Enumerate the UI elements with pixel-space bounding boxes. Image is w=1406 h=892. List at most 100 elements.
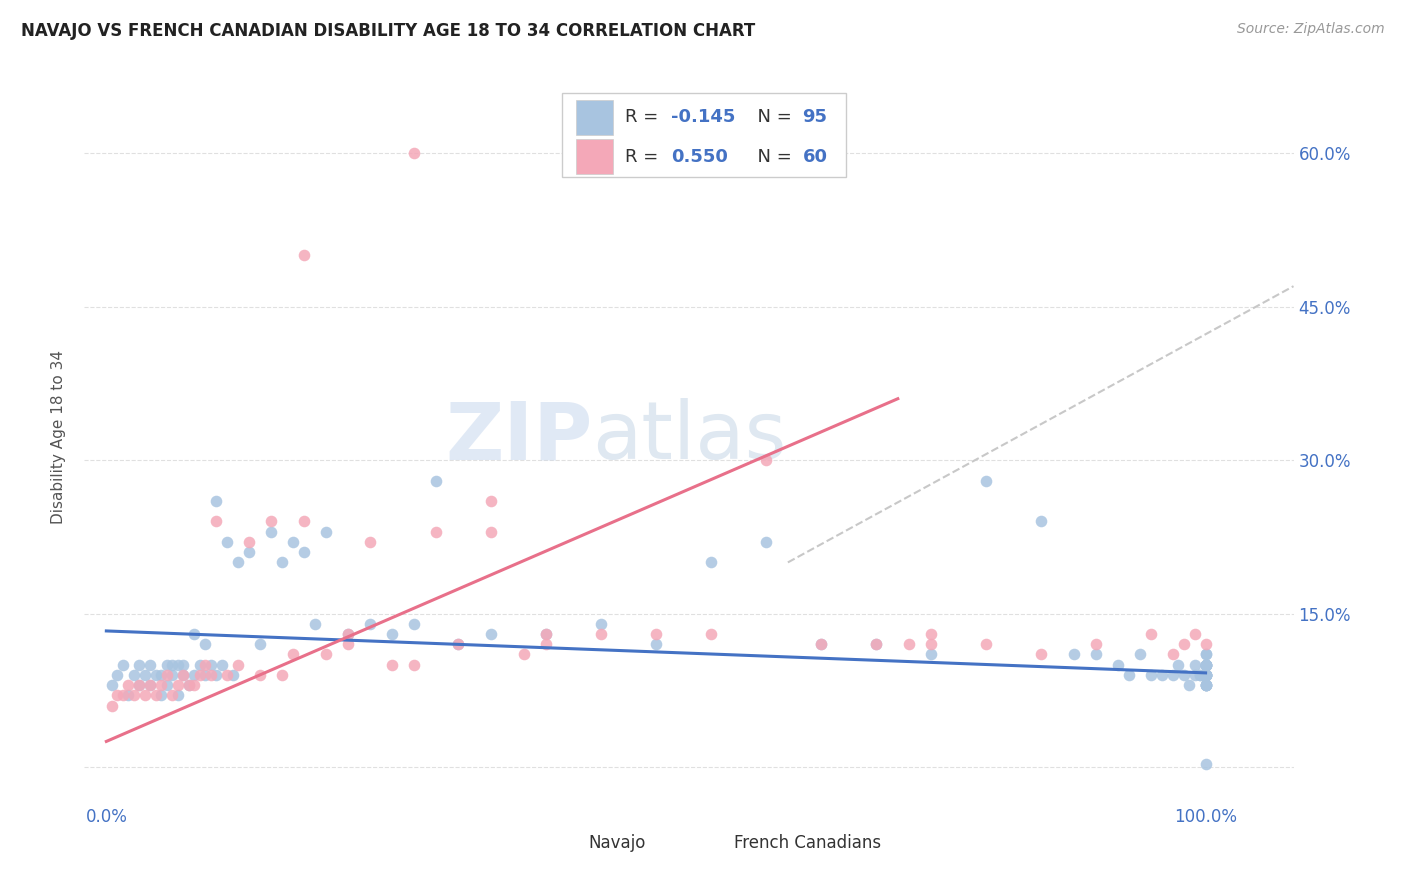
Point <box>1194 668 1216 682</box>
Point <box>755 453 778 467</box>
Point <box>134 689 156 703</box>
Point <box>145 689 167 703</box>
Point <box>315 648 337 662</box>
Point <box>162 668 184 682</box>
Point <box>1189 668 1212 682</box>
Bar <box>695 832 721 854</box>
Point <box>974 637 997 651</box>
Point <box>128 678 150 692</box>
Point <box>1194 756 1216 771</box>
Text: NAVAJO VS FRENCH CANADIAN DISABILITY AGE 18 TO 34 CORRELATION CHART: NAVAJO VS FRENCH CANADIAN DISABILITY AGE… <box>21 22 755 40</box>
Point <box>134 668 156 682</box>
Point <box>1118 668 1140 682</box>
Point <box>1129 648 1152 662</box>
Point <box>381 627 404 641</box>
Point <box>920 648 942 662</box>
Bar <box>550 832 576 854</box>
Point <box>172 668 194 682</box>
Point <box>139 678 162 692</box>
Bar <box>576 100 613 135</box>
Point <box>271 668 294 682</box>
Point <box>162 689 184 703</box>
Point <box>1161 648 1184 662</box>
Point <box>194 668 217 682</box>
Point <box>150 668 173 682</box>
Point <box>166 678 188 692</box>
Point <box>700 555 723 569</box>
Point <box>974 474 997 488</box>
Point <box>337 637 360 651</box>
Point <box>589 616 612 631</box>
Point <box>1184 657 1206 672</box>
Point <box>292 248 315 262</box>
Point <box>188 657 211 672</box>
Point <box>404 616 426 631</box>
Point <box>200 668 222 682</box>
Point <box>238 535 260 549</box>
Point <box>177 678 200 692</box>
Point <box>479 627 502 641</box>
Point <box>1194 657 1216 672</box>
Point <box>404 657 426 672</box>
Point <box>105 668 128 682</box>
Point <box>645 627 668 641</box>
Point <box>105 689 128 703</box>
Point <box>589 627 612 641</box>
Point <box>865 637 887 651</box>
Point <box>1167 657 1189 672</box>
Point <box>404 146 426 161</box>
Point <box>117 678 139 692</box>
Text: 0.550: 0.550 <box>671 148 728 166</box>
Point <box>1194 678 1216 692</box>
Text: atlas: atlas <box>592 398 786 476</box>
Point <box>122 689 145 703</box>
Point <box>1194 678 1216 692</box>
Point <box>359 535 381 549</box>
Point <box>1084 648 1107 662</box>
Point <box>897 637 920 651</box>
Point <box>166 689 188 703</box>
Point <box>249 637 271 651</box>
Point <box>205 668 228 682</box>
Point <box>188 668 211 682</box>
Point <box>217 668 239 682</box>
Point <box>217 535 239 549</box>
Point <box>1194 668 1216 682</box>
Text: R =: R = <box>624 148 664 166</box>
Point <box>166 657 188 672</box>
Point <box>145 668 167 682</box>
Point <box>177 678 200 692</box>
Point <box>1194 668 1216 682</box>
Point <box>183 678 205 692</box>
Point <box>1194 657 1216 672</box>
Point <box>194 637 217 651</box>
Point <box>122 668 145 682</box>
Text: 95: 95 <box>803 109 828 127</box>
Point <box>183 627 205 641</box>
Point <box>920 627 942 641</box>
Point <box>425 524 447 539</box>
Point <box>1029 648 1052 662</box>
Point <box>139 657 162 672</box>
Point <box>1194 668 1216 682</box>
Point <box>865 637 887 651</box>
Point <box>292 515 315 529</box>
Text: Navajo: Navajo <box>589 834 645 852</box>
Point <box>1194 648 1216 662</box>
Point <box>162 657 184 672</box>
Point <box>283 535 305 549</box>
Point <box>156 668 179 682</box>
Point <box>1178 678 1201 692</box>
Text: -0.145: -0.145 <box>671 109 735 127</box>
Point <box>447 637 470 651</box>
Point <box>534 627 557 641</box>
Point <box>1184 668 1206 682</box>
Point <box>222 668 245 682</box>
Point <box>304 616 326 631</box>
Point <box>150 689 173 703</box>
Point <box>101 678 124 692</box>
Point <box>211 657 233 672</box>
Point <box>645 637 668 651</box>
Point <box>755 535 778 549</box>
Point <box>359 616 381 631</box>
